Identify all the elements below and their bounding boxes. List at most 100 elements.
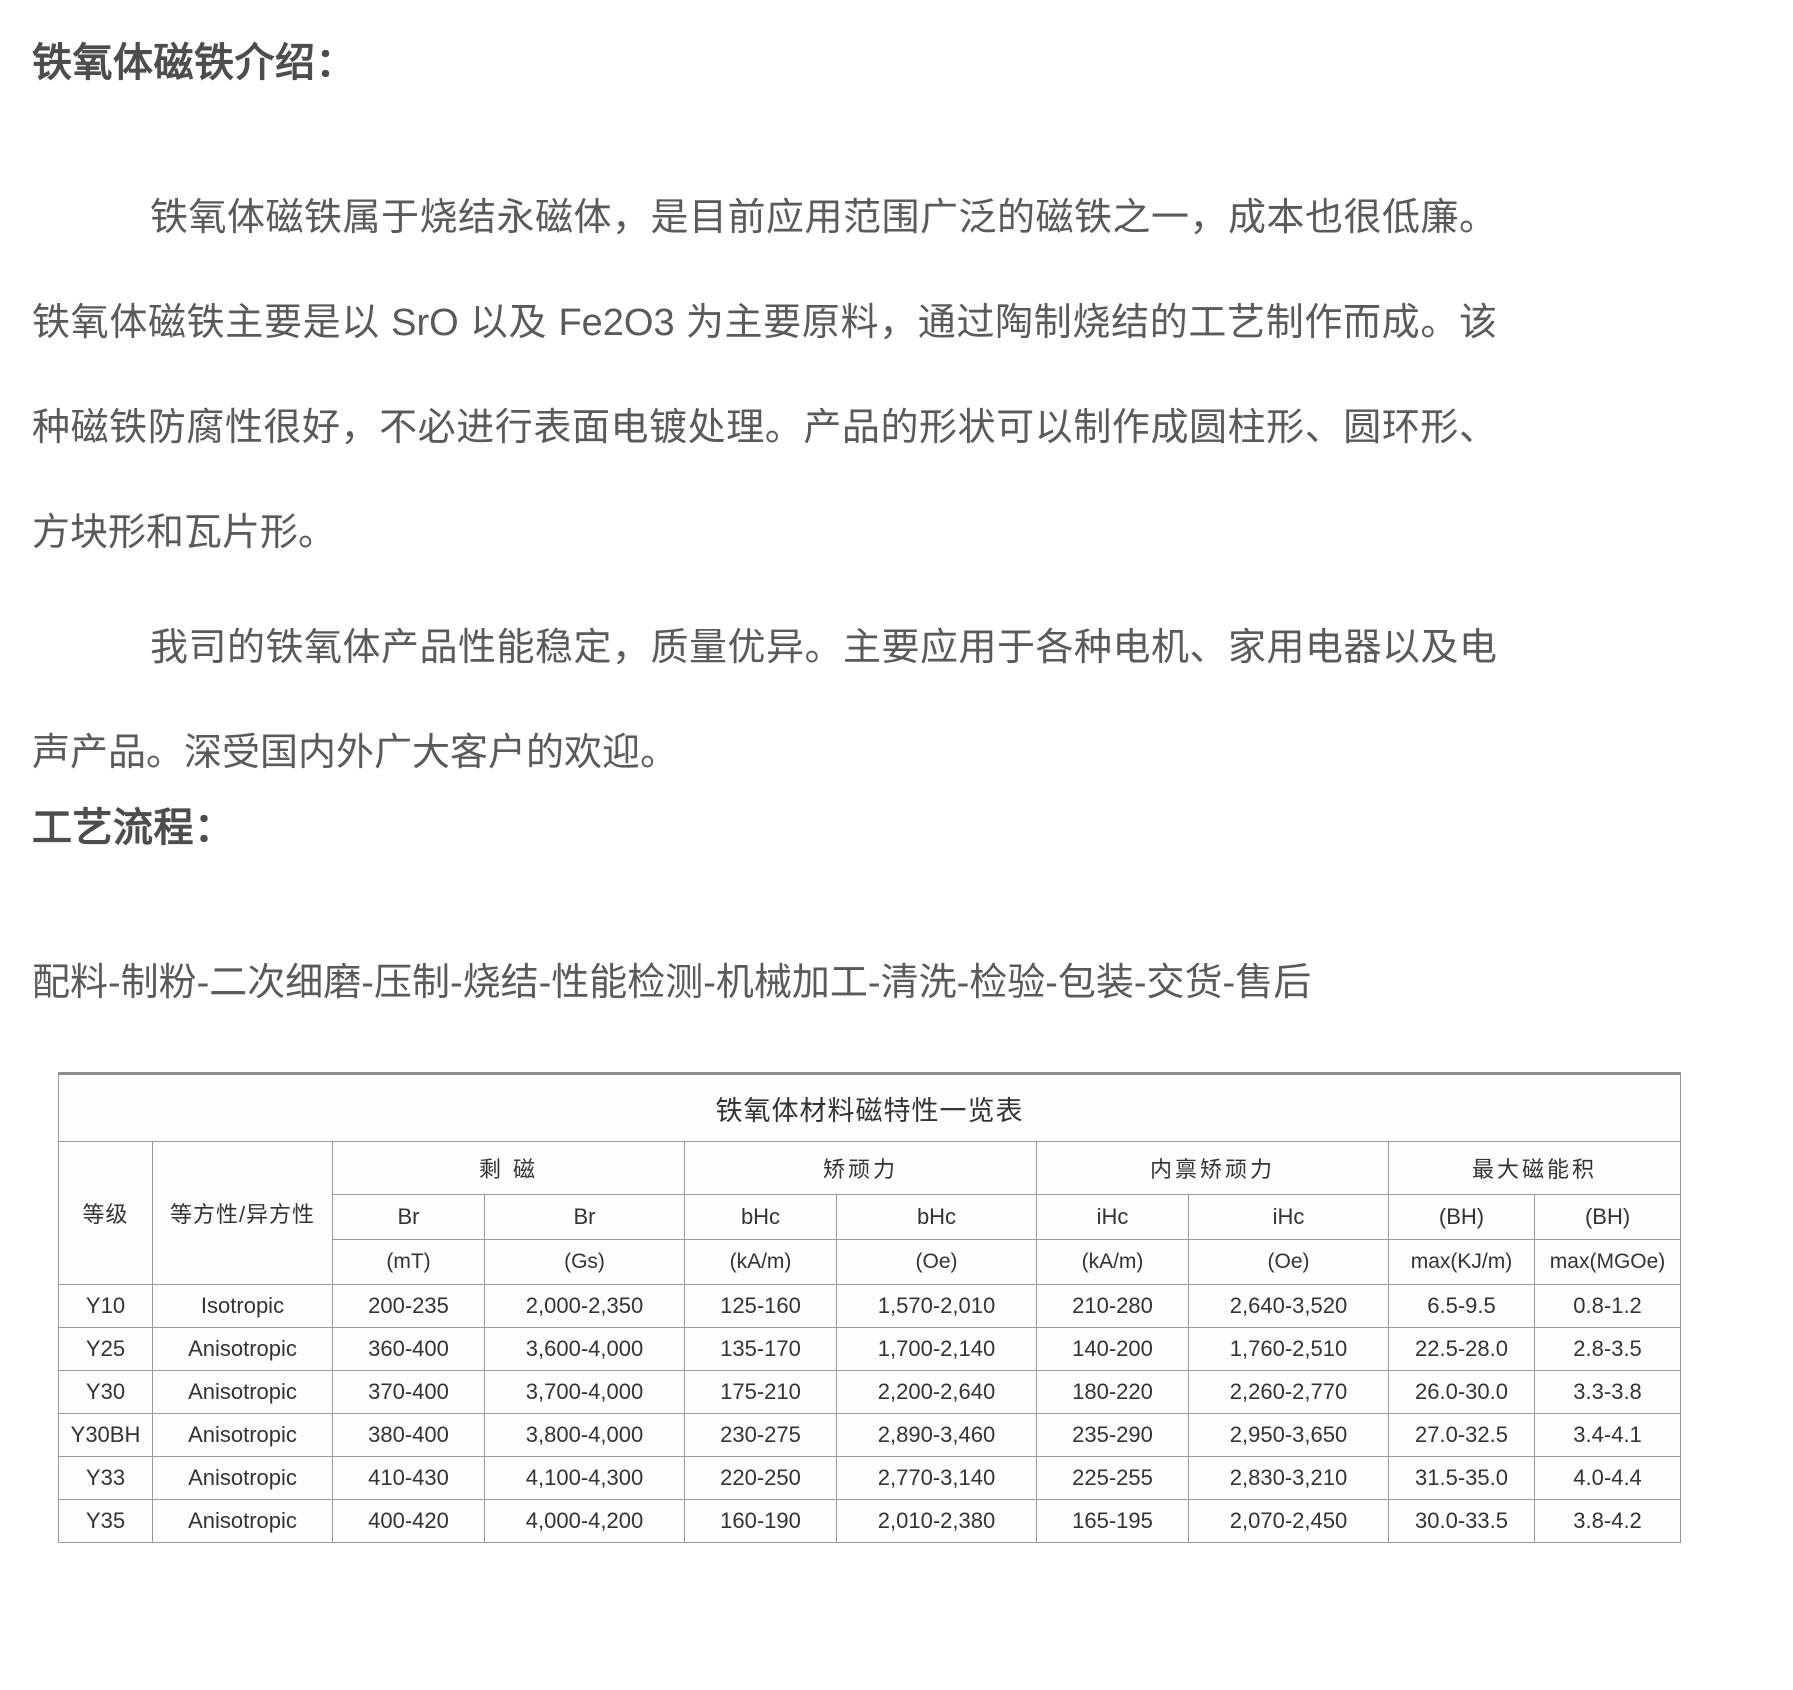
cell-ihc-oe: 2,830-3,210: [1188, 1456, 1389, 1500]
col-header-isotropy: 等方性/异方性: [152, 1141, 333, 1285]
table-title: 铁氧体材料磁特性一览表: [57, 1072, 1682, 1142]
table-row: Y25 Anisotropic 360-400 3,600-4,000 135-…: [58, 1327, 1682, 1371]
table-row: Y35 Anisotropic 400-420 4,000-4,200 160-…: [58, 1499, 1682, 1543]
table-row: Y30BH Anisotropic 380-400 3,800-4,000 23…: [58, 1413, 1682, 1457]
cell-br-mt: 380-400: [332, 1413, 485, 1457]
cell-ihc-kam: 165-195: [1036, 1499, 1189, 1543]
cell-isotropy: Anisotropic: [152, 1499, 333, 1543]
spec-table-container: 铁氧体材料磁特性一览表 等级 等方性/异方性 剩 磁 矫顽力 内禀矫顽力 最大磁…: [57, 1072, 1682, 1543]
cell-bhc-kam: 175-210: [684, 1370, 837, 1414]
cell-br-mt: 370-400: [332, 1370, 485, 1414]
unit-bh-mgoe: max(MGOe): [1533, 1239, 1682, 1285]
cell-bh-mgoe: 3.8-4.2: [1533, 1499, 1682, 1543]
table-unit-row: (mT) (Gs) (kA/m) (Oe) (kA/m) (Oe) max(KJ…: [59, 1239, 1682, 1285]
intro-paragraph-1: 铁氧体磁铁属于烧结永磁体，是目前应用范围广泛的磁铁之一，成本也很低廉。铁氧体磁铁…: [32, 197, 1497, 554]
cell-ihc-kam: 140-200: [1036, 1327, 1189, 1371]
symbol-bh-mgoe: (BH): [1533, 1194, 1682, 1240]
cell-isotropy: Anisotropic: [152, 1456, 333, 1500]
cell-isotropy: Isotropic: [152, 1284, 333, 1328]
symbol-br-gs: Br: [484, 1194, 685, 1240]
unit-ihc-kam: (kA/m): [1036, 1239, 1189, 1285]
unit-bhc-oe: (Oe): [836, 1239, 1037, 1285]
cell-bh-mgoe: 2.8-3.5: [1533, 1327, 1682, 1371]
cell-bhc-oe: 2,770-3,140: [836, 1456, 1037, 1500]
symbol-bh-kj: (BH): [1388, 1194, 1535, 1240]
cell-bhc-oe: 1,570-2,010: [836, 1284, 1037, 1328]
cell-grade: Y30: [58, 1370, 153, 1414]
symbol-ihc-oe: iHc: [1188, 1194, 1389, 1240]
cell-grade: Y35: [58, 1499, 153, 1543]
cell-ihc-oe: 2,950-3,650: [1188, 1413, 1389, 1457]
col-group-coercivity: 矫顽力: [684, 1141, 1037, 1195]
cell-br-gs: 4,000-4,200: [484, 1499, 685, 1543]
col-group-max-energy: 最大磁能积: [1387, 1141, 1682, 1195]
cell-bhc-oe: 2,010-2,380: [836, 1499, 1037, 1543]
cell-bhc-oe: 1,700-2,140: [836, 1327, 1037, 1371]
cell-bh-kj: 31.5-35.0: [1388, 1456, 1535, 1500]
cell-br-gs: 4,100-4,300: [484, 1456, 685, 1500]
table-symbol-row: Br Br bHc bHc iHc iHc (BH) (BH): [59, 1194, 1682, 1240]
cell-br-gs: 2,000-2,350: [484, 1284, 685, 1328]
ferrite-spec-table: 铁氧体材料磁特性一览表 等级 等方性/异方性 剩 磁 矫顽力 内禀矫顽力 最大磁…: [57, 1072, 1682, 1543]
symbol-ihc-kam: iHc: [1036, 1194, 1189, 1240]
cell-isotropy: Anisotropic: [152, 1413, 333, 1457]
cell-ihc-oe: 1,760-2,510: [1188, 1327, 1389, 1371]
symbol-bhc-kam: bHc: [684, 1194, 837, 1240]
cell-bh-mgoe: 4.0-4.4: [1533, 1456, 1682, 1500]
cell-br-gs: 3,800-4,000: [484, 1413, 685, 1457]
cell-ihc-oe: 2,070-2,450: [1188, 1499, 1389, 1543]
unit-br-gs: (Gs): [484, 1239, 685, 1285]
col-header-grade: 等级: [58, 1141, 153, 1285]
cell-br-mt: 410-430: [332, 1456, 485, 1500]
cell-br-gs: 3,600-4,000: [484, 1327, 685, 1371]
cell-bh-kj: 26.0-30.0: [1388, 1370, 1535, 1414]
intro-paragraph-2: 我司的铁氧体产品性能稳定，质量优异。主要应用于各种电机、家用电器以及电声产品。深…: [32, 627, 1497, 774]
cell-bh-kj: 6.5-9.5: [1388, 1284, 1535, 1328]
cell-bhc-oe: 2,890-3,460: [836, 1413, 1037, 1457]
process-flow-text: 配料-制粉-二次细磨-压制-烧结-性能检测-机械加工-清洗-检验-包装-交货-售…: [32, 962, 1312, 1004]
symbol-br-mt: Br: [332, 1194, 485, 1240]
table-row: Y10 Isotropic 200-235 2,000-2,350 125-16…: [58, 1284, 1682, 1328]
cell-ihc-oe: 2,640-3,520: [1188, 1284, 1389, 1328]
cell-bhc-kam: 220-250: [684, 1456, 837, 1500]
table-row: Y30 Anisotropic 370-400 3,700-4,000 175-…: [58, 1370, 1682, 1414]
cell-bh-mgoe: 3.3-3.8: [1533, 1370, 1682, 1414]
cell-grade: Y30BH: [58, 1413, 153, 1457]
cell-ihc-kam: 235-290: [1036, 1413, 1189, 1457]
cell-ihc-kam: 225-255: [1036, 1456, 1189, 1500]
cell-ihc-kam: 210-280: [1036, 1284, 1189, 1328]
table-title-row: 铁氧体材料磁特性一览表: [57, 1072, 1682, 1142]
cell-isotropy: Anisotropic: [152, 1370, 333, 1414]
col-group-remanence: 剩 磁: [332, 1141, 685, 1195]
cell-bhc-kam: 160-190: [684, 1499, 837, 1543]
unit-bhc-kam: (kA/m): [684, 1239, 837, 1285]
cell-br-gs: 3,700-4,000: [484, 1370, 685, 1414]
cell-br-mt: 200-235: [332, 1284, 485, 1328]
cell-isotropy: Anisotropic: [152, 1327, 333, 1371]
cell-bh-mgoe: 3.4-4.1: [1533, 1413, 1682, 1457]
cell-bhc-oe: 2,200-2,640: [836, 1370, 1037, 1414]
unit-bh-kj: max(KJ/m): [1388, 1239, 1535, 1285]
cell-grade: Y10: [58, 1284, 153, 1328]
cell-grade: Y25: [58, 1327, 153, 1371]
page-title-intro: 铁氧体磁铁介绍：: [32, 41, 356, 85]
cell-br-mt: 360-400: [332, 1327, 485, 1371]
unit-ihc-oe: (Oe): [1188, 1239, 1389, 1285]
table-group-header-row: 等级 等方性/异方性 剩 磁 矫顽力 内禀矫顽力 最大磁能积: [58, 1141, 1682, 1285]
cell-br-mt: 400-420: [332, 1499, 485, 1543]
cell-bh-kj: 22.5-28.0: [1388, 1327, 1535, 1371]
cell-bhc-kam: 230-275: [684, 1413, 837, 1457]
symbol-bhc-oe: bHc: [836, 1194, 1037, 1240]
cell-bhc-kam: 125-160: [684, 1284, 837, 1328]
unit-br-mt: (mT): [332, 1239, 485, 1285]
cell-bhc-kam: 135-170: [684, 1327, 837, 1371]
cell-ihc-kam: 180-220: [1036, 1370, 1189, 1414]
cell-bh-kj: 27.0-32.5: [1388, 1413, 1535, 1457]
page-title-process: 工艺流程：: [32, 806, 235, 850]
col-group-intrinsic-coercivity: 内禀矫顽力: [1036, 1141, 1389, 1195]
cell-grade: Y33: [58, 1456, 153, 1500]
cell-ihc-oe: 2,260-2,770: [1188, 1370, 1389, 1414]
table-row: Y33 Anisotropic 410-430 4,100-4,300 220-…: [58, 1456, 1682, 1500]
cell-bh-mgoe: 0.8-1.2: [1533, 1284, 1682, 1328]
